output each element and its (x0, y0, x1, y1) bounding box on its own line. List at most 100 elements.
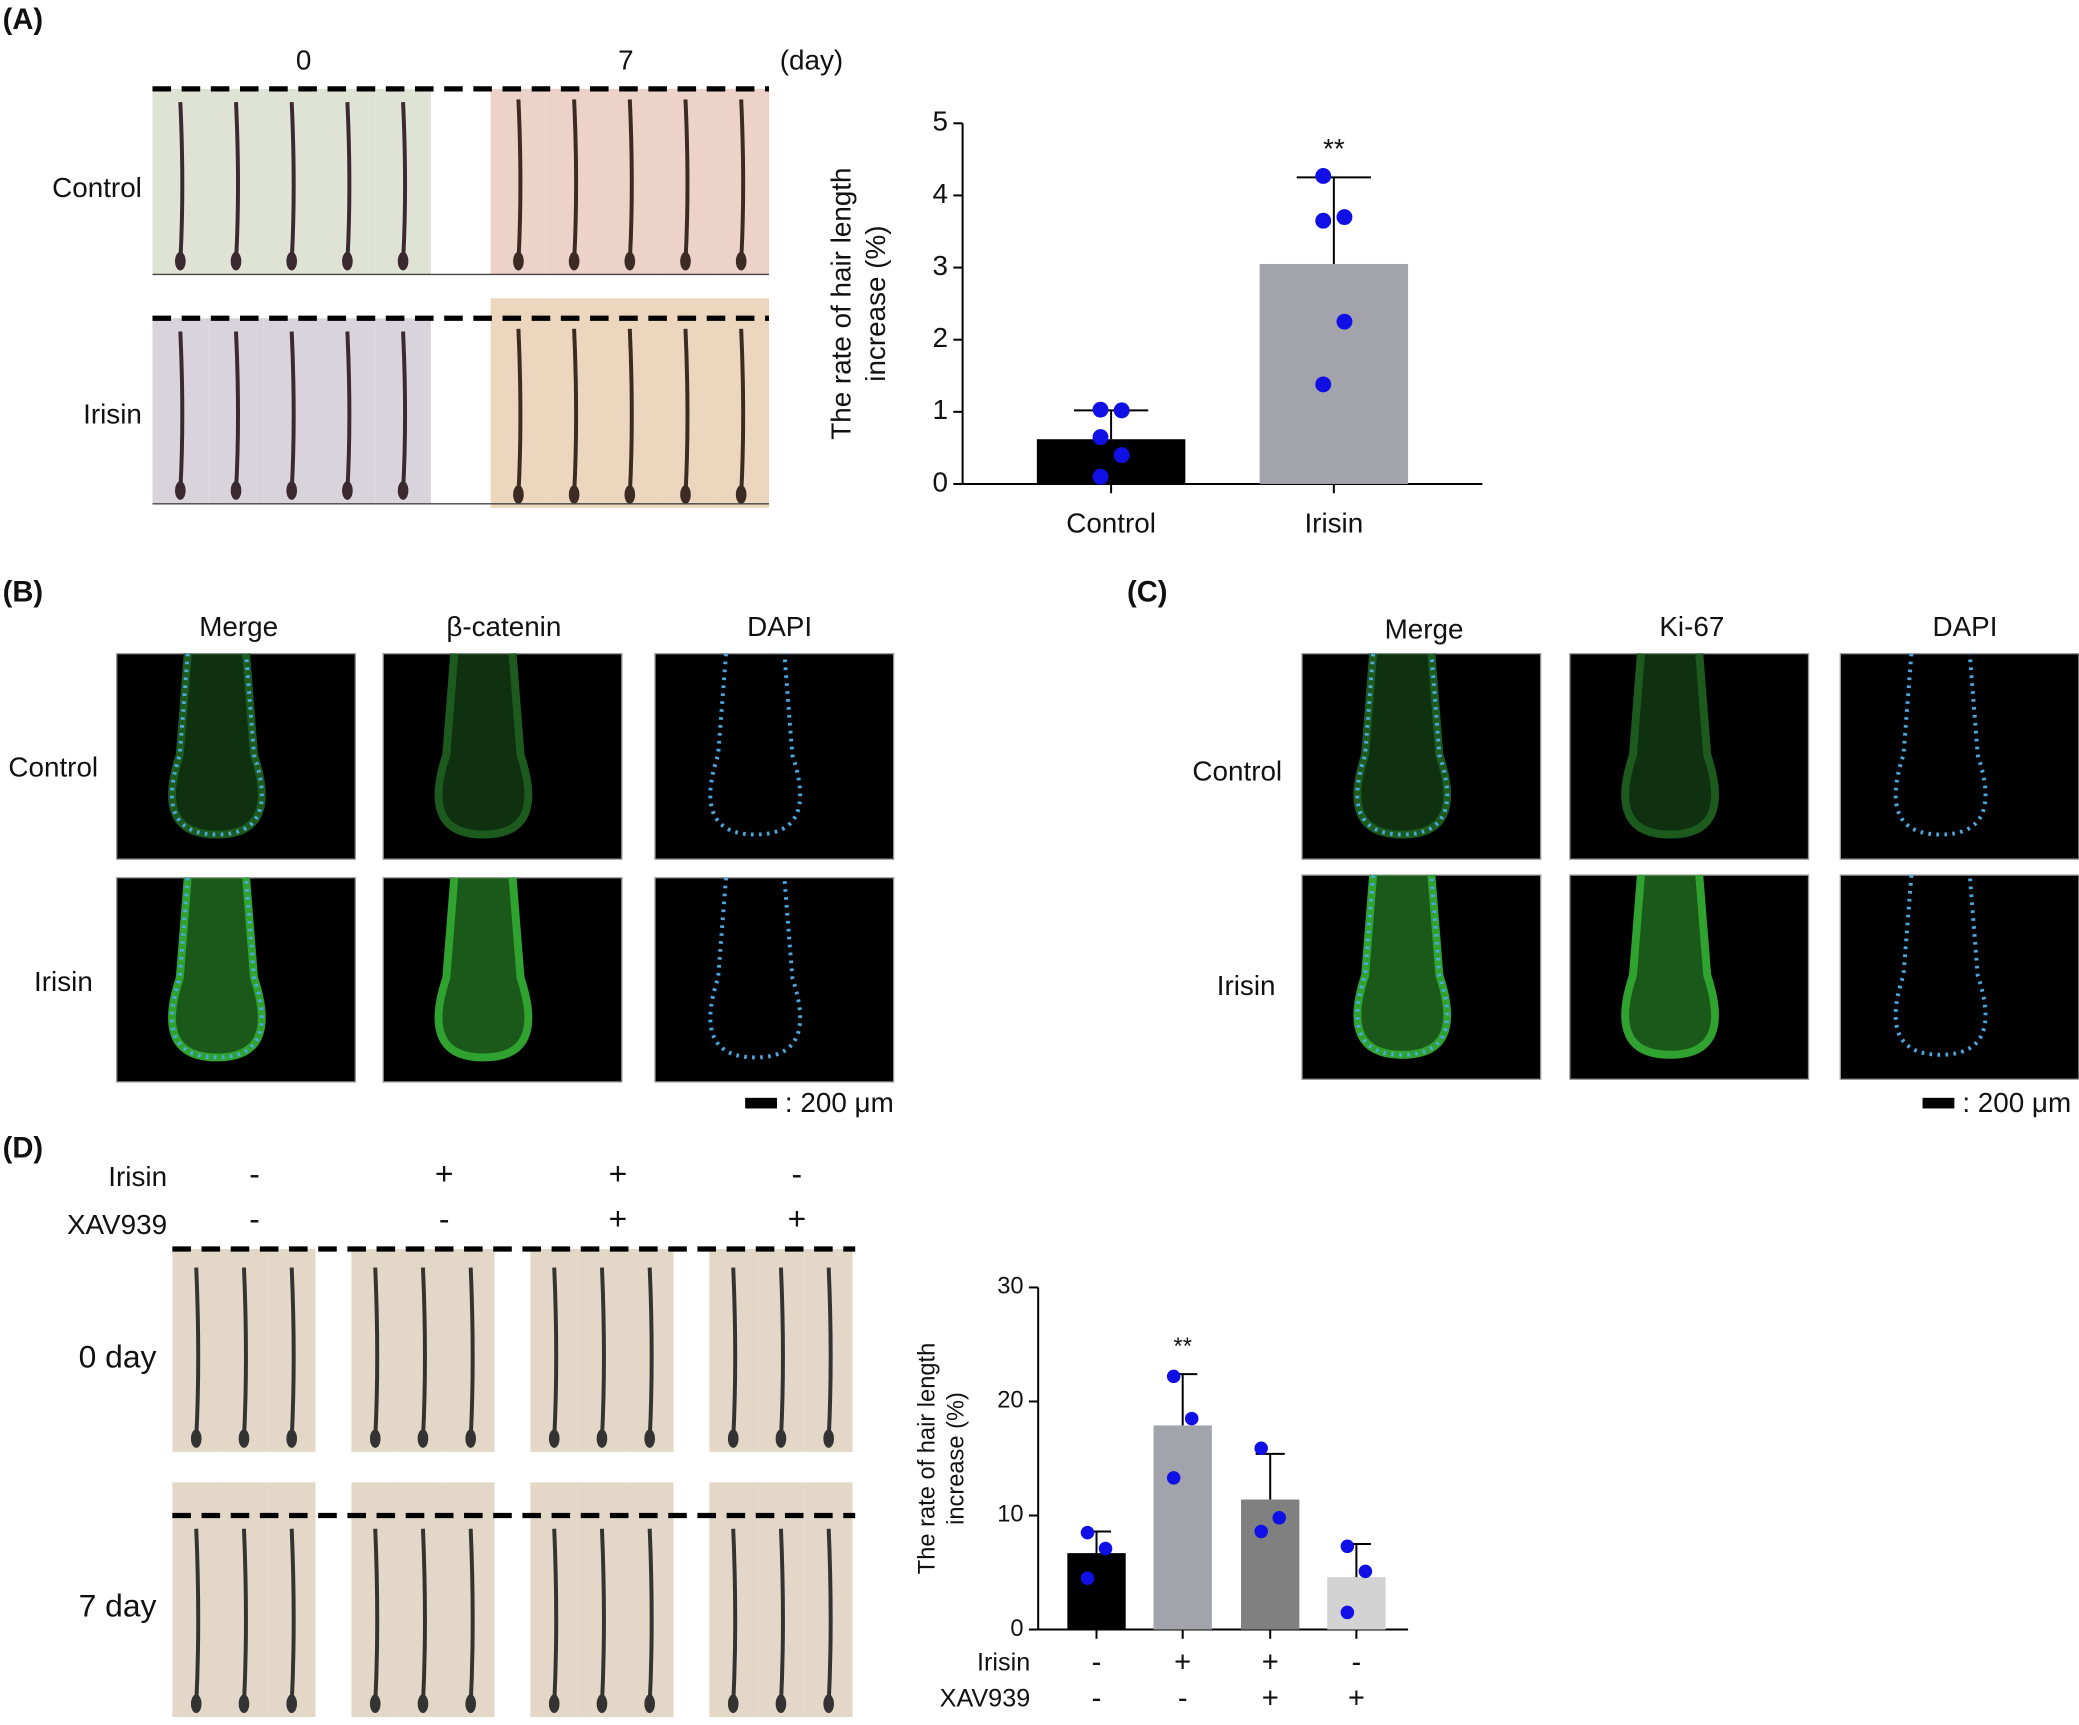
condition-sign: - (1092, 1683, 1102, 1715)
hair (241, 1267, 248, 1439)
data-point (1254, 1441, 1268, 1455)
treatment-label: XAV939 (67, 1209, 167, 1240)
y-axis-label: The rate of hair length (826, 168, 857, 440)
data-point (1184, 1411, 1199, 1426)
data-point (1315, 168, 1332, 184)
micrograph (654, 877, 895, 1083)
hair (178, 102, 185, 262)
y-tick-label: 3 (933, 250, 948, 281)
treatment-sign: - (439, 1201, 450, 1237)
condition-sign: - (1178, 1683, 1188, 1715)
condition-label: Irisin (977, 1649, 1030, 1677)
hair-bulb (465, 1694, 476, 1714)
panel-label: (A) (3, 4, 43, 36)
data-point (1113, 447, 1130, 464)
hair-bulb (775, 1694, 787, 1714)
data-point (1315, 212, 1332, 229)
scale-label: : 200 μm (1962, 1087, 2071, 1118)
hair (572, 99, 579, 262)
hair-bulb (735, 251, 747, 271)
y-tick-label: 0 (1010, 1616, 1023, 1642)
y-tick-label: 0 (933, 466, 948, 497)
condition-sign: - (1352, 1647, 1362, 1679)
hair-bulb (369, 1694, 381, 1714)
hair (345, 331, 352, 491)
bar (1259, 263, 1409, 484)
hair (516, 328, 523, 495)
hair-bulb (568, 485, 580, 504)
follicle-stain (434, 877, 533, 1062)
hair-bulb (568, 251, 580, 271)
error-bar (1073, 409, 1149, 440)
hair (373, 1528, 380, 1704)
treatment-sign: + (609, 1155, 628, 1191)
y-axis-label: increase (%) (944, 1392, 970, 1525)
data-point (1358, 1564, 1373, 1579)
hair-bulb (644, 1429, 655, 1448)
hair (572, 328, 579, 495)
hair-bulb (417, 1694, 429, 1714)
column-label: DAPI (747, 611, 812, 642)
condition-sign: - (1092, 1647, 1102, 1679)
hair-bulb (230, 251, 242, 271)
nuclei-stain (1355, 874, 1450, 1057)
nuclei-stain (170, 653, 264, 837)
hair (627, 328, 634, 495)
bar (1327, 1577, 1386, 1630)
data-point (1092, 401, 1109, 418)
column-label: Merge (1385, 613, 1464, 644)
hair-bulb (823, 1694, 834, 1714)
row-label: 7 day (79, 1588, 157, 1624)
bar (1067, 1553, 1126, 1630)
treatment-label: Irisin (108, 1161, 167, 1192)
hair-bulb (397, 251, 409, 271)
hair-bulb (417, 1429, 429, 1448)
hair (373, 1267, 380, 1439)
hair (647, 1528, 654, 1704)
column-label: Merge (199, 611, 278, 642)
y-axis-label: The rate of hair length (914, 1343, 940, 1574)
hair-bulb (548, 1429, 560, 1448)
y-tick-label: 1 (933, 394, 948, 425)
hair (778, 1528, 785, 1704)
nuclei-stain (1893, 874, 1988, 1057)
hair-bulb (465, 1429, 476, 1448)
nuclei-stain (1893, 653, 1988, 837)
hair-bulb (175, 251, 186, 271)
error-bar (1296, 176, 1371, 264)
hair-bulb (548, 1694, 560, 1714)
treatment-sign: + (609, 1201, 628, 1237)
hair-bulb (513, 485, 524, 504)
hair-bulb (175, 481, 186, 500)
hair-bulb (286, 251, 297, 271)
column-label: DAPI (1932, 611, 1997, 642)
hair (778, 1267, 785, 1439)
bar (1036, 439, 1186, 484)
hair-bulb (596, 1694, 608, 1714)
scale-bar (1922, 1097, 1955, 1109)
hair-bulb (823, 1429, 834, 1448)
y-axis-label: increase (%) (860, 226, 891, 382)
hair (401, 102, 408, 262)
hair (289, 1528, 296, 1704)
hair-bulb (286, 1429, 297, 1448)
significance: ** (1173, 1334, 1191, 1360)
y-tick-label: 2 (933, 322, 948, 353)
data-point (1080, 1525, 1095, 1540)
hair (731, 1528, 738, 1704)
hair (739, 99, 746, 262)
column-label: Ki-67 (1659, 611, 1724, 642)
hair-bulb (644, 1694, 655, 1714)
column-label: β-catenin (446, 611, 561, 642)
scale-label: : 200 μm (785, 1087, 894, 1118)
hair-bulb (727, 1429, 739, 1448)
data-point (1166, 1369, 1181, 1384)
data-point (1336, 209, 1353, 226)
condition-sign: + (1262, 1647, 1279, 1679)
data-point (1254, 1524, 1268, 1539)
hair-bulb (238, 1429, 250, 1448)
hair (731, 1267, 738, 1439)
day-label: 0 (296, 45, 311, 76)
hair (234, 102, 240, 262)
